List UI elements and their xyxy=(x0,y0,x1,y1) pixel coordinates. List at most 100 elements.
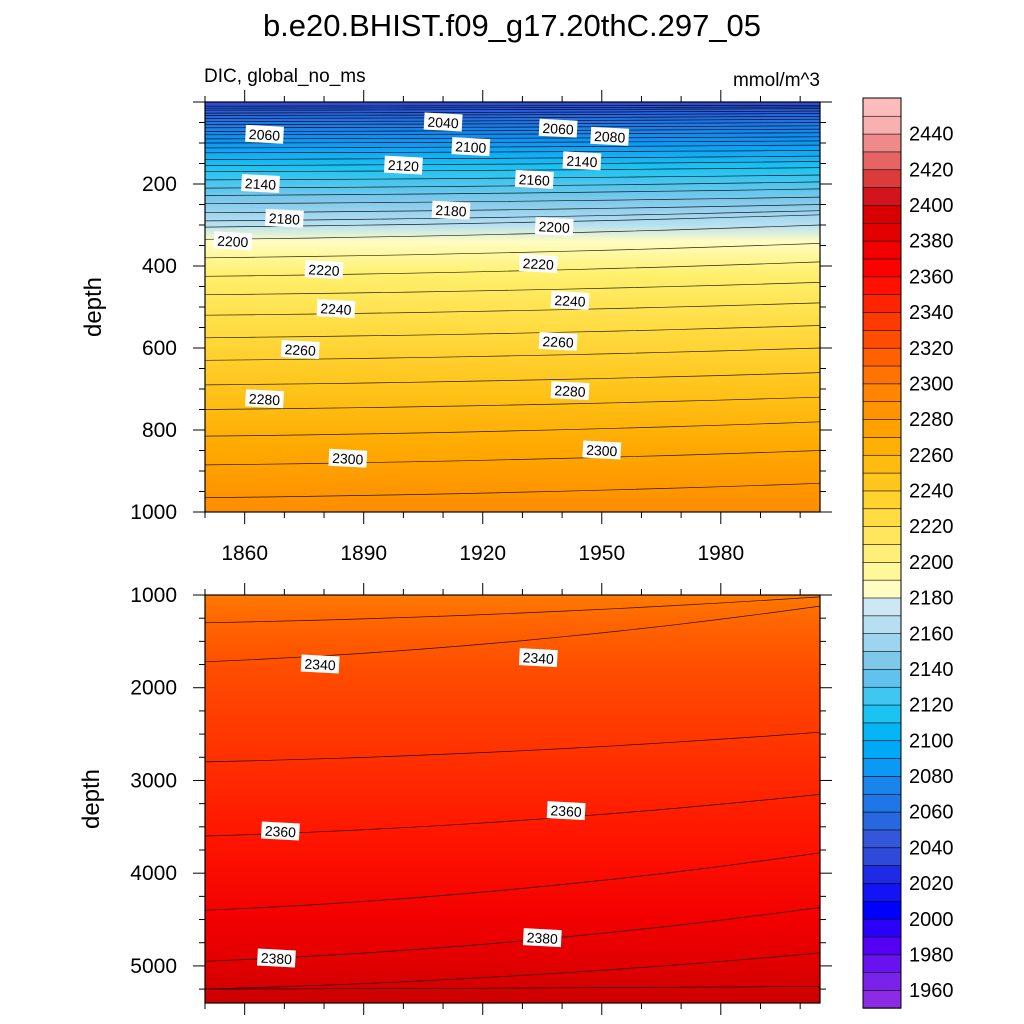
contour-label-box xyxy=(304,260,344,280)
contour-label: 2380 xyxy=(257,948,296,968)
contour-label-text: 2280 xyxy=(249,390,281,408)
colorbar-tick-label: 2220 xyxy=(909,516,954,538)
contour-label: 2120 xyxy=(384,155,423,175)
colorbar-tick-label: 1960 xyxy=(909,980,954,1002)
colorbar-swatch xyxy=(862,543,902,563)
colorbar-tick-label: 2040 xyxy=(909,837,954,859)
contour-label-text: 2260 xyxy=(284,341,316,359)
contour-label: 2180 xyxy=(431,200,471,220)
contour-label: 2180 xyxy=(265,208,304,228)
y-tick-label: 400 xyxy=(142,255,177,278)
contour-label-box xyxy=(241,174,280,193)
lower-y-axis: 1000 2000 3000 4000 5000 xyxy=(130,584,832,990)
contour-label: 2260 xyxy=(538,331,578,351)
colorbar-tick-label: 2180 xyxy=(909,588,954,610)
contour-label: 2040 xyxy=(423,112,463,132)
contour-line xyxy=(205,108,820,111)
colorbar-swatch xyxy=(862,151,902,171)
contour-label-text: 2240 xyxy=(320,300,352,318)
contour-label: 2300 xyxy=(328,448,368,468)
contour-label-text: 2220 xyxy=(522,255,554,273)
contour-label-box xyxy=(538,331,578,351)
contour-label-box xyxy=(451,137,491,157)
contour-label-box xyxy=(562,151,602,171)
y-tick-label: 1000 xyxy=(130,501,177,524)
contour-line xyxy=(205,132,820,136)
contour-line xyxy=(205,155,820,160)
colorbar-swatch xyxy=(862,775,902,795)
contour-label-box xyxy=(590,126,630,146)
contour-label-box xyxy=(518,648,558,668)
contour-label-text: 2240 xyxy=(554,292,586,310)
contour-line xyxy=(205,450,820,466)
colorbar-swatch xyxy=(862,954,902,974)
contour-label: 2220 xyxy=(304,260,344,280)
colorbar-swatch xyxy=(862,561,902,581)
contour-label-text: 2080 xyxy=(594,128,626,146)
colorbar-swatch xyxy=(862,472,902,492)
upper-x-axis: 1860 1890 1920 1950 1980 xyxy=(204,90,801,565)
contour-label-text: 2200 xyxy=(217,233,249,251)
colorbar-swatch xyxy=(862,258,902,278)
contour-label-text: 2300 xyxy=(332,450,364,468)
x-tick-label: 1860 xyxy=(221,542,268,565)
colorbar-tick-label: 2060 xyxy=(909,802,954,824)
colorbar-swatch xyxy=(862,829,902,849)
contour-line xyxy=(205,181,820,189)
lower-y-axis-label: depth xyxy=(78,769,105,829)
colorbar-tick-label: 2440 xyxy=(909,124,954,146)
contour-line xyxy=(205,952,820,990)
contour-label-text: 2380 xyxy=(260,950,292,968)
contour-label-text: 2100 xyxy=(455,138,487,156)
contour-label-box xyxy=(257,948,296,968)
colorbar-tick-label: 2280 xyxy=(909,409,954,431)
y-tick-label: 5000 xyxy=(130,955,177,978)
colorbar-tick-label: 1980 xyxy=(909,945,954,967)
colorbar-tick-label: 2080 xyxy=(909,766,954,788)
contour-line xyxy=(205,115,820,119)
contour-label-box xyxy=(550,381,590,401)
colorbar-swatch xyxy=(862,401,902,420)
colorbar-swatch xyxy=(862,972,902,991)
colorbar-swatch xyxy=(862,169,902,188)
colorbar-tick-label: 2020 xyxy=(909,873,954,895)
units-label: mmol/m^3 xyxy=(733,70,820,91)
contour-line xyxy=(205,396,820,410)
colorbar: 1960 1980 2000 2020 2040 2060 2080 2100 2120 2140… xyxy=(862,97,954,1009)
upper-depth-panel: 2040 2060 2060 2080 2100 2120 2140 2140 2160 2180… xyxy=(80,90,832,565)
contour-line xyxy=(205,224,820,240)
contour-label: 2140 xyxy=(241,174,280,193)
colorbar-tick-label: 2120 xyxy=(909,695,954,717)
contour-line xyxy=(205,106,820,109)
contour-line xyxy=(205,125,820,129)
lower-contour-lines xyxy=(205,596,820,990)
lower-contour-labels: 2340 2340 2360 2360 2380 2380 xyxy=(257,648,586,968)
colorbar-swatch xyxy=(862,686,902,706)
contour-line xyxy=(205,731,820,763)
y-tick-label: 3000 xyxy=(130,769,177,792)
contour-label-box xyxy=(518,254,558,273)
contour-label: 2280 xyxy=(245,389,284,409)
contour-label-box xyxy=(316,299,356,319)
contour-line xyxy=(205,421,820,437)
contour-label-box xyxy=(245,389,284,409)
colorbar-swatch xyxy=(862,847,902,866)
colorbar-swatch xyxy=(862,882,902,902)
y-tick-label: 800 xyxy=(142,419,177,442)
colorbar-tick-label: 2160 xyxy=(909,623,954,645)
y-tick-label: 200 xyxy=(142,173,177,196)
lower-depth-panel: 2340 2340 2360 2360 2380 2380 1000 2000 3000 400… xyxy=(78,583,832,1015)
colorbar-tick-label: 2240 xyxy=(909,481,954,503)
contour-line xyxy=(205,174,820,181)
contour-label-box xyxy=(213,231,253,251)
contour-line xyxy=(205,243,820,259)
colorbar-swatch xyxy=(862,347,902,367)
contour-line xyxy=(205,794,820,837)
colorbar-swatch xyxy=(862,311,902,331)
contour-label: 2200 xyxy=(534,217,574,237)
colorbar-swatch xyxy=(862,365,902,385)
colorbar-tick-label: 2320 xyxy=(909,338,954,360)
contour-label: 2160 xyxy=(514,169,554,189)
colorbar-swatch xyxy=(862,383,902,403)
contour-label-box xyxy=(546,801,586,821)
